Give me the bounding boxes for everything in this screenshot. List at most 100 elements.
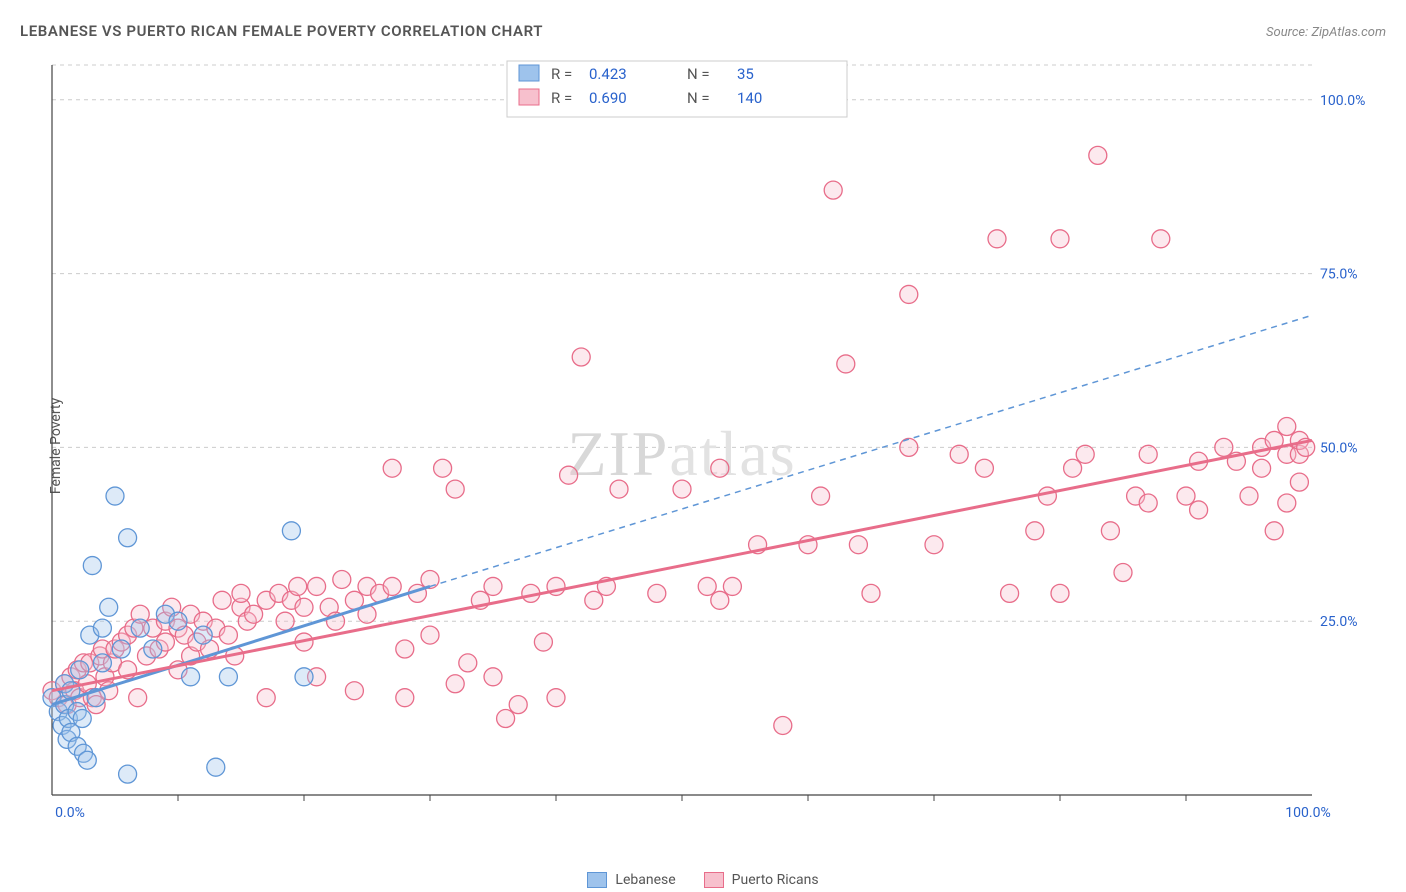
data-point xyxy=(100,598,118,616)
data-point xyxy=(106,487,124,505)
data-point xyxy=(484,668,502,686)
legend-label-puerto-ricans: Puerto Ricans xyxy=(732,872,819,888)
data-point xyxy=(219,626,237,644)
data-point xyxy=(812,487,830,505)
data-point xyxy=(1278,494,1296,512)
data-point xyxy=(289,577,307,595)
data-point xyxy=(308,577,326,595)
data-point xyxy=(711,459,729,477)
data-point xyxy=(207,758,225,776)
data-point xyxy=(295,668,313,686)
y-tick-label: 75.0% xyxy=(1320,267,1358,283)
data-point xyxy=(560,466,578,484)
data-point xyxy=(862,584,880,602)
data-point xyxy=(119,529,137,547)
data-point xyxy=(723,577,741,595)
data-point xyxy=(610,480,628,498)
data-point xyxy=(1240,487,1258,505)
data-point xyxy=(257,689,275,707)
x-tick-label-left: 0.0% xyxy=(55,805,85,821)
source-name: ZipAtlas.com xyxy=(1311,25,1386,40)
data-point xyxy=(276,612,294,630)
x-tick-label-right: 100.0% xyxy=(1285,805,1330,821)
data-point xyxy=(1139,494,1157,512)
data-point xyxy=(988,230,1006,248)
bottom-legend: Lebanese Puerto Ricans xyxy=(0,872,1406,888)
data-point xyxy=(497,710,515,728)
stats-legend-swatch xyxy=(519,65,539,81)
data-point xyxy=(93,619,111,637)
data-point xyxy=(396,689,414,707)
data-point xyxy=(1177,487,1195,505)
stats-legend-swatch xyxy=(519,89,539,105)
data-point xyxy=(509,696,527,714)
data-point xyxy=(396,640,414,658)
data-point xyxy=(245,605,263,623)
data-point xyxy=(213,591,231,609)
data-point xyxy=(194,626,212,644)
data-point xyxy=(1215,438,1233,456)
data-point xyxy=(1265,522,1283,540)
legend-item-lebanese: Lebanese xyxy=(587,872,675,888)
watermark: ZIPatlas xyxy=(567,418,796,489)
data-point xyxy=(459,654,477,672)
data-point xyxy=(1038,487,1056,505)
stats-n-value: 140 xyxy=(737,89,762,107)
data-point xyxy=(1253,459,1271,477)
data-point xyxy=(925,536,943,554)
data-point xyxy=(383,577,401,595)
data-point xyxy=(446,675,464,693)
data-point xyxy=(129,689,147,707)
data-point xyxy=(119,765,137,783)
stats-r-label: R = xyxy=(551,89,572,107)
data-point xyxy=(144,640,162,658)
data-point xyxy=(446,480,464,498)
data-point xyxy=(219,668,237,686)
legend-item-puerto-ricans: Puerto Ricans xyxy=(704,872,819,888)
data-point xyxy=(900,438,918,456)
data-point xyxy=(824,181,842,199)
data-point xyxy=(534,633,552,651)
data-point xyxy=(837,355,855,373)
data-point xyxy=(1152,230,1170,248)
data-point xyxy=(648,584,666,602)
data-point xyxy=(73,710,91,728)
y-tick-label: 100.0% xyxy=(1320,93,1365,109)
data-point xyxy=(345,682,363,700)
data-point xyxy=(673,480,691,498)
data-point xyxy=(131,619,149,637)
data-point xyxy=(975,459,993,477)
stats-n-value: 35 xyxy=(737,65,754,83)
legend-label-lebanese: Lebanese xyxy=(615,872,675,888)
data-point xyxy=(1139,445,1157,463)
data-point xyxy=(1064,459,1082,477)
data-point xyxy=(1190,501,1208,519)
data-point xyxy=(698,577,716,595)
data-point xyxy=(1101,522,1119,540)
stats-r-value: 0.423 xyxy=(589,65,627,83)
data-point xyxy=(434,459,452,477)
data-point xyxy=(71,661,89,679)
data-point xyxy=(83,557,101,575)
data-point xyxy=(93,654,111,672)
y-tick-label: 50.0% xyxy=(1320,440,1358,456)
data-point xyxy=(572,348,590,366)
data-point xyxy=(421,626,439,644)
y-tick-label: 25.0% xyxy=(1320,614,1358,630)
data-point xyxy=(1089,146,1107,164)
data-point xyxy=(711,591,729,609)
data-point xyxy=(900,285,918,303)
data-point xyxy=(1290,473,1308,491)
data-point xyxy=(585,591,603,609)
stats-r-value: 0.690 xyxy=(589,89,627,107)
chart-title: LEBANESE VS PUERTO RICAN FEMALE POVERTY … xyxy=(20,22,543,40)
plot-area: 25.0% 50.0% 75.0% 100.0% ZIPatlas 0.0% 100.0% R… xyxy=(52,55,1362,825)
data-point xyxy=(1051,584,1069,602)
data-point xyxy=(295,598,313,616)
data-point xyxy=(1114,564,1132,582)
source-attribution: Source: ZipAtlas.com xyxy=(1266,25,1386,40)
data-point xyxy=(112,640,130,658)
data-point xyxy=(182,668,200,686)
data-point xyxy=(1278,418,1296,436)
data-point xyxy=(78,751,96,769)
